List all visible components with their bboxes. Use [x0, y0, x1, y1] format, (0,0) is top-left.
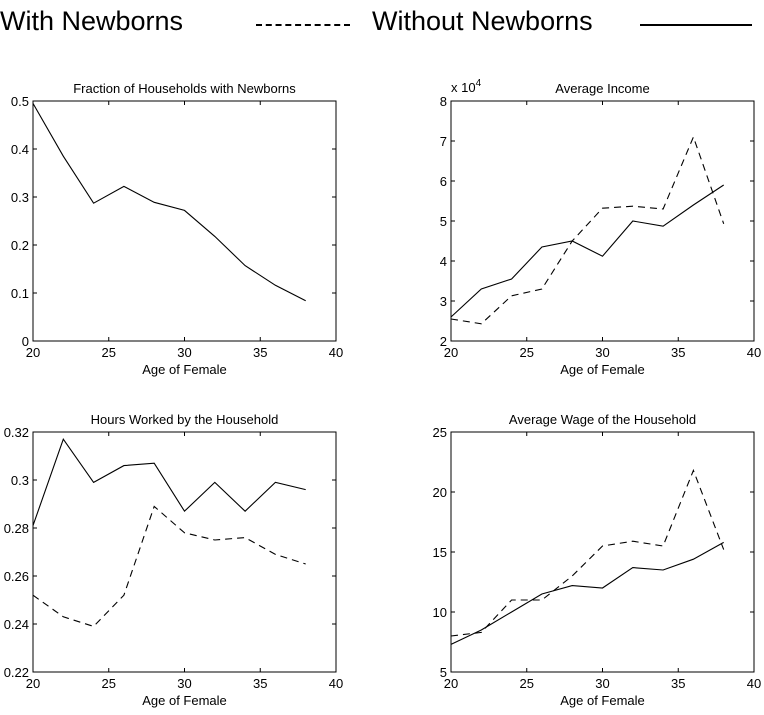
plot-frame: [450, 100, 755, 342]
plot-frame: [32, 100, 337, 342]
x-tick-label: 40: [329, 345, 343, 360]
y-tick-label: 7: [440, 134, 447, 149]
x-tick-label: 30: [595, 676, 609, 691]
x-tick-label: 25: [520, 676, 534, 691]
x-axis-label: Age of Female: [142, 362, 227, 377]
y-tick-label: 0.4: [11, 142, 29, 157]
x-tick-label: 35: [671, 676, 685, 691]
x-axis-label: Age of Female: [560, 693, 645, 708]
chart-panel-average-income: Average Income Age of Female 20 25 30 35 40 2 3 4…: [440, 78, 761, 377]
y-tick-label: 0: [22, 334, 29, 349]
series-line-without-newborns: [32, 438, 306, 526]
legend-label-without-newborns: Without Newborns: [372, 6, 593, 36]
chart-title: Average Wage of the Household: [509, 412, 696, 427]
legend-dashed-line-sample: [256, 24, 350, 26]
y-tick-label: 6: [440, 174, 447, 189]
x-tick-label: 40: [747, 676, 761, 691]
y-axis-exponent-power: 4: [476, 78, 482, 89]
series-line-without-newborns: [450, 184, 725, 318]
plot-frame: [32, 431, 337, 673]
x-tick-label: 25: [520, 345, 534, 360]
y-tick-label: 0.1: [11, 286, 29, 301]
y-tick-label: 2: [440, 334, 447, 349]
series-line-with-newborns: [450, 468, 725, 637]
x-tick-label: 25: [102, 345, 116, 360]
y-tick-label: 0.26: [4, 569, 29, 584]
x-tick-label: 35: [671, 345, 685, 360]
y-tick-label: 15: [433, 545, 447, 560]
y-tick-label: 4: [440, 254, 447, 269]
series-line-with-newborns: [450, 135, 725, 325]
x-axis-label: Age of Female: [560, 362, 645, 377]
x-tick-label: 30: [595, 345, 609, 360]
y-tick-label: 25: [433, 425, 447, 440]
x-tick-label: 35: [253, 676, 267, 691]
y-tick-label: 0.24: [4, 617, 29, 632]
x-tick-label: 20: [444, 676, 458, 691]
chart-panel-newborn-fraction: Fraction of Households with Newborns Age …: [11, 81, 343, 377]
x-tick-label: 40: [329, 676, 343, 691]
y-tick-label: 20: [433, 485, 447, 500]
x-tick-label: 35: [253, 345, 267, 360]
y-tick-label: 0.5: [11, 94, 29, 109]
y-tick-label: 0.28: [4, 521, 29, 536]
series-line-with-newborns: [32, 505, 306, 628]
y-tick-label: 5: [440, 214, 447, 229]
x-tick-label: 20: [444, 345, 458, 360]
x-tick-label: 25: [102, 676, 116, 691]
y-tick-label: 0.3: [11, 190, 29, 205]
y-tick-label: 3: [440, 294, 447, 309]
legend: With Newborns Without Newborns: [0, 0, 764, 50]
chart-title: Fraction of Households with Newborns: [73, 81, 296, 96]
x-tick-label: 20: [26, 676, 40, 691]
x-tick-label: 40: [747, 345, 761, 360]
x-tick-label: 30: [177, 345, 191, 360]
chart-title: Average Income: [555, 81, 649, 96]
series-line-without-newborns: [32, 103, 306, 302]
y-tick-label: 0.3: [11, 473, 29, 488]
y-tick-label: 0.2: [11, 238, 29, 253]
y-axis-exponent-label: x 104: [451, 78, 482, 95]
x-axis-label: Age of Female: [142, 693, 227, 708]
y-tick-label: 10: [433, 605, 447, 620]
y-tick-label: 0.32: [4, 425, 29, 440]
y-tick-label: 8: [440, 94, 447, 109]
plot-frame: [450, 431, 755, 673]
series-line-without-newborns: [450, 541, 724, 645]
legend-label-with-newborns: With Newborns: [0, 6, 184, 36]
legend-solid-line-sample: [640, 24, 752, 26]
chart-title: Hours Worked by the Household: [91, 412, 279, 427]
chart-panel-hours-worked: Hours Worked by the Household Age of Fema…: [4, 412, 344, 708]
y-tick-label: 5: [440, 665, 447, 680]
chart-panel-average-wage: Average Wage of the Household Age of Fema…: [433, 412, 762, 708]
y-tick-label: 0.22: [4, 665, 29, 680]
x-tick-label: 20: [26, 345, 40, 360]
x-tick-label: 30: [177, 676, 191, 691]
